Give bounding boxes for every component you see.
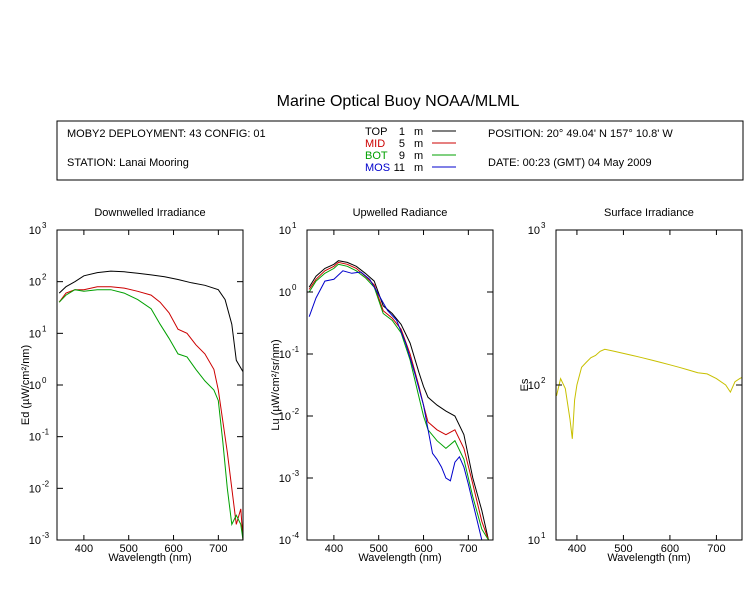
- y-tick-exponent: 1: [292, 221, 297, 230]
- plot-title: Upwelled Radiance: [353, 207, 448, 219]
- plot-frame: [56, 229, 244, 541]
- station-text: STATION: Lanai Mooring: [67, 157, 189, 169]
- y-tick-label: 10: [528, 535, 540, 547]
- y-tick-label: 10: [29, 277, 41, 289]
- y-tick-exponent: -1: [292, 345, 300, 354]
- plot-title: Downwelled Irradiance: [94, 207, 205, 219]
- series-line-top: [308, 260, 491, 540]
- plot-frame: [555, 229, 743, 541]
- x-tick-label: 500: [120, 543, 138, 555]
- y-tick-label: 10: [279, 411, 291, 423]
- y-tick-exponent: 2: [42, 273, 47, 282]
- x-tick-label: 700: [209, 543, 227, 555]
- y-tick-label: 10: [279, 225, 291, 237]
- x-tick-label: 400: [325, 543, 343, 555]
- x-tick-label: 500: [614, 543, 632, 555]
- y-tick-label: 10: [279, 473, 291, 485]
- y-tick-label: 10: [29, 328, 41, 340]
- legend-depth-mos: 11: [394, 162, 405, 174]
- series-line-mos: [308, 270, 483, 540]
- y-axis-label: Ed (µW/cm²/nm): [20, 345, 32, 425]
- y-axis-label: Es: [519, 378, 531, 391]
- x-axis-label: Wavelength (nm): [108, 552, 191, 564]
- plot-title: Surface Irradiance: [604, 207, 694, 219]
- y-tick-exponent: 1: [42, 324, 47, 333]
- y-tick-label: 10: [279, 349, 291, 361]
- x-tick-label: 700: [707, 543, 725, 555]
- y-tick-exponent: -3: [292, 469, 300, 478]
- y-tick-label: 10: [279, 287, 291, 299]
- series-line-bot: [58, 289, 243, 540]
- y-tick-exponent: 1: [541, 531, 546, 540]
- legend-name-top: TOP: [365, 126, 387, 138]
- y-tick-exponent: -2: [42, 479, 50, 488]
- legend-unit-mid: m: [414, 138, 423, 150]
- x-tick-label: 500: [370, 543, 388, 555]
- series-line-top: [58, 270, 243, 373]
- y-tick-exponent: -3: [42, 531, 50, 540]
- date-text: DATE: 00:23 (GMT) 04 May 2009: [488, 157, 652, 169]
- y-tick-label: 10: [528, 380, 540, 392]
- y-tick-exponent: -2: [292, 407, 300, 416]
- x-axis-label: Wavelength (nm): [607, 552, 690, 564]
- x-axis-label: Wavelength (nm): [358, 552, 441, 564]
- series-line-mid: [308, 261, 489, 540]
- legend-depth-top: 1: [399, 126, 405, 138]
- y-tick-exponent: 3: [42, 221, 47, 230]
- info-box-frame: [56, 120, 744, 181]
- series-line-bot: [308, 263, 489, 540]
- y-tick-label: 10: [29, 535, 41, 547]
- y-tick-exponent: 0: [292, 283, 297, 292]
- y-tick-exponent: 2: [541, 376, 546, 385]
- legend-depth-bot: 9: [399, 150, 405, 162]
- y-tick-label: 10: [279, 535, 291, 547]
- x-tick-label: 400: [75, 543, 93, 555]
- y-tick-exponent: 0: [42, 376, 47, 385]
- series-line-surface: [556, 348, 742, 439]
- y-tick-exponent: -1: [42, 428, 50, 437]
- x-tick-label: 400: [568, 543, 586, 555]
- x-tick-label: 600: [414, 543, 432, 555]
- y-tick-label: 10: [29, 483, 41, 495]
- y-tick-exponent: 3: [541, 221, 546, 230]
- legend-depth-mid: 5: [399, 138, 405, 150]
- figure-title: Marine Optical Buoy NOAA/MLML: [277, 93, 520, 110]
- y-tick-label: 10: [29, 225, 41, 237]
- legend-unit-top: m: [414, 126, 423, 138]
- legend-name-mos: MOS: [365, 162, 390, 174]
- y-tick-label: 10: [528, 225, 540, 237]
- y-tick-label: 10: [29, 432, 41, 444]
- info-box: MOBY2 DEPLOYMENT: 43 CONFIG: 01 STATION:…: [56, 120, 744, 181]
- legend-name-mid: MID: [365, 138, 385, 150]
- x-tick-label: 600: [164, 543, 182, 555]
- position-text: POSITION: 20° 49.04' N 157° 10.8' W: [488, 128, 673, 140]
- x-tick-label: 600: [661, 543, 679, 555]
- legend-unit-bot: m: [414, 150, 423, 162]
- plot-frame: [306, 229, 494, 541]
- series-line-mid: [58, 286, 243, 540]
- deployment-text: MOBY2 DEPLOYMENT: 43 CONFIG: 01: [67, 128, 266, 140]
- y-tick-label: 10: [29, 380, 41, 392]
- legend-name-bot: BOT: [365, 150, 388, 162]
- y-tick-exponent: -4: [292, 531, 300, 540]
- y-axis-label: Lu (µW/cm²/sr/nm): [270, 339, 282, 430]
- x-tick-label: 700: [459, 543, 477, 555]
- legend-unit-mos: m: [414, 162, 423, 174]
